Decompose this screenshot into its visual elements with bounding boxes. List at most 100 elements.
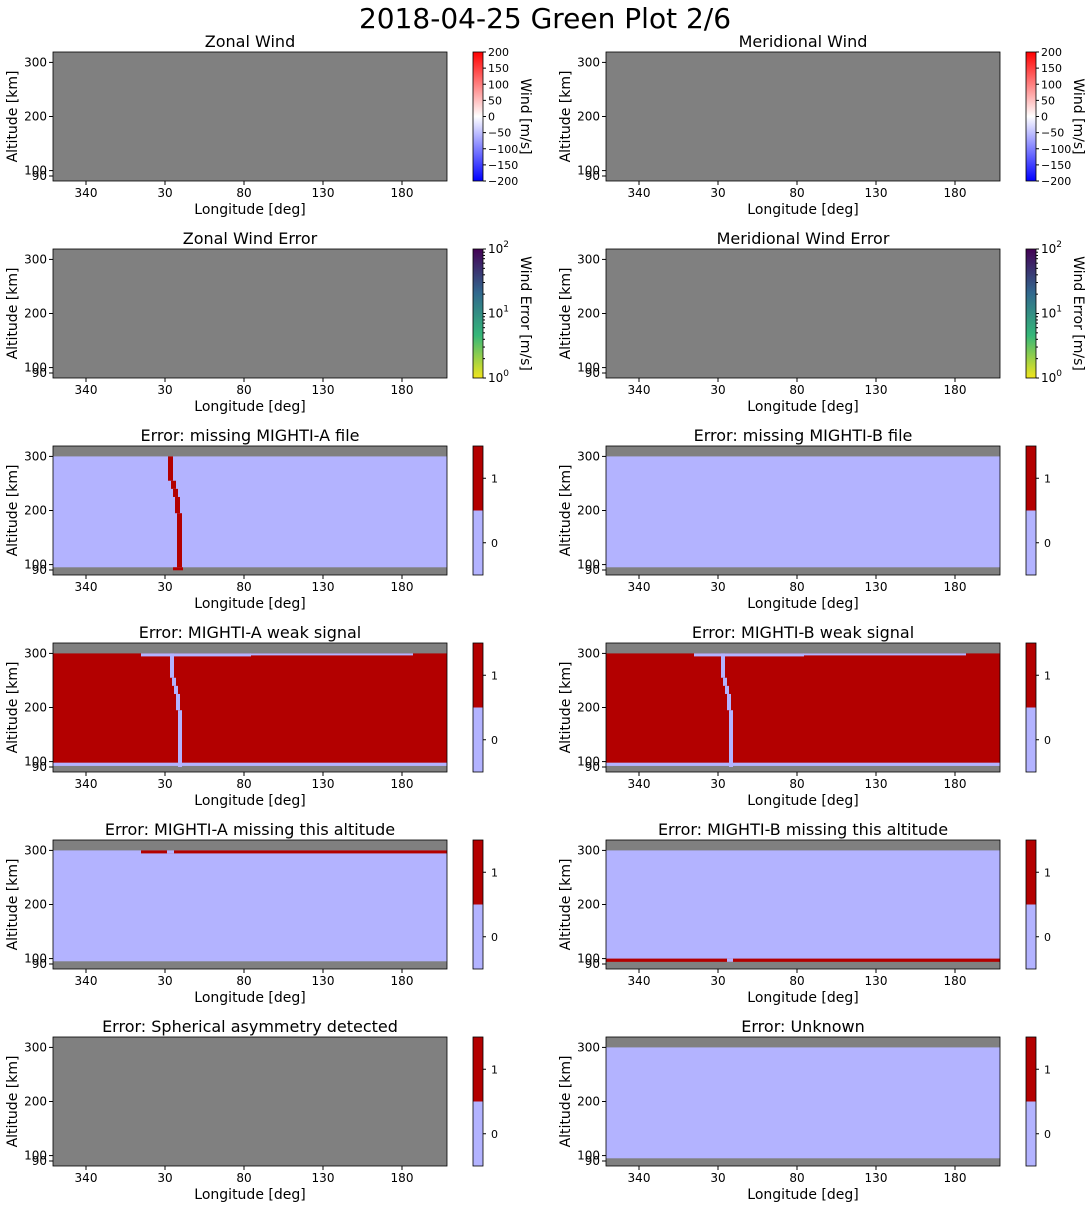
weak-signal-gap: [176, 693, 180, 711]
x-tick-label: 30: [710, 186, 725, 200]
x-tick-label: 80: [236, 580, 251, 594]
y-tick-label: 200: [24, 1095, 47, 1109]
colorbar-flag-off: [1026, 707, 1036, 772]
colorbar-frame: [1025, 248, 1037, 379]
y-tick-label: 100: [577, 952, 600, 966]
colorbar: 10: [1025, 445, 1051, 576]
colorbar-tick-label: 1: [1044, 472, 1051, 485]
x-axis-label: Longitude [deg]: [194, 399, 305, 415]
colorbar: 10: [1025, 642, 1051, 773]
colorbar-tick-label: 200: [1041, 46, 1062, 59]
colorbar-tick-label: 1: [491, 1063, 498, 1076]
colorbar-tick-label: 101: [1041, 305, 1062, 321]
weak-signal-gap: [723, 677, 727, 686]
x-axis-label: Longitude [deg]: [194, 202, 305, 218]
colorbar-frame: [1025, 1036, 1037, 1167]
panel-title: Error: Spherical asymmetry detected: [102, 1017, 398, 1036]
x-tick-label: 130: [865, 383, 888, 397]
colorbar-frame: [472, 248, 484, 379]
y-tick-label: 100: [577, 361, 600, 375]
colorbar-tick-label: 150: [488, 62, 509, 75]
y-axis-label: Altitude [km]: [5, 465, 21, 557]
colorbar-gradient: [473, 249, 483, 378]
colorbar-flag-off: [473, 707, 483, 772]
colorbar-tick-label: 1: [1044, 1063, 1051, 1076]
panel-title: Zonal Wind: [205, 32, 295, 51]
y-axis-label: Altitude [km]: [5, 71, 21, 163]
colorbar-frame: [472, 51, 484, 182]
plot-area: [53, 1037, 447, 1166]
colorbar: 102 101 100 Wind Error [m/s]: [1025, 240, 1086, 385]
x-axis-label: Longitude [deg]: [747, 1187, 858, 1203]
x-axis-label: Longitude [deg]: [194, 990, 305, 1006]
panel-title: Error: MIGHTI-A weak signal: [139, 623, 362, 642]
x-tick-label: 130: [312, 1171, 335, 1185]
weak-signal-gap: [170, 653, 174, 678]
colorbar-frame: [1025, 445, 1037, 576]
panel-missing-mighti-b-file: Error: missing MIGHTI-B file 340 30 80 130 18…: [558, 426, 1051, 612]
y-axis-label: Altitude [km]: [558, 859, 574, 951]
colorbar-tick-label: 0: [491, 734, 498, 747]
x-tick-label: 180: [391, 186, 414, 200]
figure-title: 2018-04-25 Green Plot 2/6: [359, 2, 731, 35]
x-tick-label: 340: [628, 974, 651, 988]
missing-file-strip: [177, 513, 182, 568]
y-tick-label: 200: [577, 307, 600, 321]
colorbar: 200 150 100 50 0 −50 −100 −150 −200 Wind [m/s]: [1025, 46, 1086, 188]
panel-missing-mighti-a-file: Error: missing MIGHTI-A file 340 30 80 130 18…: [5, 426, 498, 612]
colorbar: 10: [472, 1036, 498, 1167]
x-tick-label: 30: [157, 186, 172, 200]
x-axis-label: Longitude [deg]: [194, 793, 305, 809]
band-gap: [167, 850, 174, 854]
heatmap-data-region: [53, 850, 447, 962]
colorbar-label: Wind Error [m/s]: [1070, 256, 1086, 371]
x-tick-label: 30: [157, 1171, 172, 1185]
plot-area: [53, 446, 447, 575]
colorbar-flag-on: [473, 840, 483, 905]
colorbar-frame: [472, 642, 484, 773]
y-tick-label: 90: [585, 1154, 600, 1168]
x-axis-label: Longitude [deg]: [747, 990, 858, 1006]
colorbar-frame: [472, 1036, 484, 1167]
y-tick-label: 90: [32, 1154, 47, 1168]
y-tick-label: 90: [585, 957, 600, 971]
colorbar-tick-label: −100: [1041, 143, 1071, 156]
y-tick-label: 300: [24, 449, 47, 463]
y-axis-label: Altitude [km]: [5, 268, 21, 360]
colorbar: 10: [1025, 1036, 1051, 1167]
colorbar-frame: [472, 445, 484, 576]
colorbar: 200 150 100 50 0 −50 −100 −150 −200 Wind [m/s]: [472, 46, 533, 188]
x-tick-label: 30: [157, 383, 172, 397]
y-axis-label: Altitude [km]: [558, 1056, 574, 1148]
colorbar-tick-label: 1: [1044, 669, 1051, 682]
y-tick-label: 200: [577, 898, 600, 912]
colorbar-tick-label: 0: [1044, 734, 1051, 747]
y-tick-label: 100: [24, 164, 47, 178]
y-tick-label: 300: [577, 252, 600, 266]
x-tick-label: 30: [710, 1171, 725, 1185]
colorbar-tick-label: 101: [488, 305, 509, 321]
x-tick-label: 130: [865, 777, 888, 791]
y-tick-label: 200: [24, 504, 47, 518]
x-tick-label: 340: [75, 186, 98, 200]
heatmap-background: [53, 52, 447, 181]
plot-area: [606, 446, 1000, 575]
x-tick-label: 30: [157, 580, 172, 594]
missing-file-strip: [173, 488, 178, 497]
x-tick-label: 80: [789, 777, 804, 791]
top-edge-band: [694, 653, 804, 657]
colorbar-gradient: [1026, 249, 1036, 378]
x-tick-label: 180: [391, 974, 414, 988]
colorbar-frame: [472, 839, 484, 970]
low-altitude-band: [606, 762, 1000, 766]
x-tick-label: 180: [944, 383, 967, 397]
panel-mighti-b-weak-signal: Error: MIGHTI-B weak signal 340 30 80 130 180…: [558, 623, 1051, 809]
weak-signal-gap: [174, 685, 178, 694]
panel-mighti-a-missing-altitude: Error: MIGHTI-A missing this altitude 340…: [5, 820, 498, 1006]
missing-altitude-band: [141, 850, 447, 854]
y-tick-label: 300: [577, 1040, 600, 1054]
colorbar-flag-on: [1026, 1037, 1036, 1102]
y-axis-label: Altitude [km]: [5, 662, 21, 754]
x-tick-label: 180: [944, 777, 967, 791]
